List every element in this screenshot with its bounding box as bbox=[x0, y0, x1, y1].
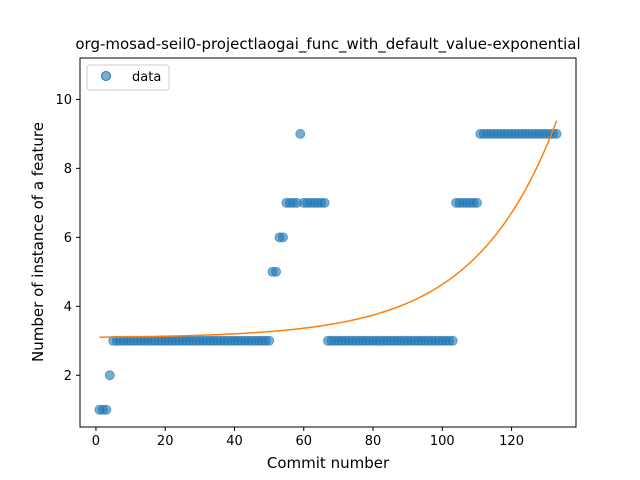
data-point bbox=[471, 197, 482, 208]
y-tick-label: 6 bbox=[64, 231, 72, 246]
y-tick-label: 8 bbox=[64, 162, 72, 177]
x-tick-label: 120 bbox=[499, 434, 524, 449]
x-axis-label: Commit number bbox=[267, 454, 390, 472]
y-tick-label: 4 bbox=[64, 300, 72, 315]
x-tick-label: 60 bbox=[295, 434, 312, 449]
fit-curve bbox=[99, 120, 558, 338]
x-axis-ticks: 0 20 40 60 80 100 120 bbox=[92, 427, 524, 449]
data-point bbox=[104, 370, 115, 381]
x-tick-label: 100 bbox=[430, 434, 455, 449]
x-tick-label: 0 bbox=[92, 434, 100, 449]
legend-marker-data bbox=[101, 71, 111, 81]
data-point bbox=[295, 128, 306, 139]
fit-line bbox=[99, 120, 558, 338]
data-point bbox=[447, 335, 458, 346]
y-axis-label: Number of instance of a feature bbox=[29, 122, 47, 362]
x-tick-label: 80 bbox=[365, 434, 382, 449]
data-point bbox=[264, 335, 275, 346]
data-point bbox=[277, 232, 288, 243]
y-tick-label: 2 bbox=[64, 369, 72, 384]
y-axis-ticks: 2 4 6 8 10 bbox=[55, 93, 80, 384]
x-tick-label: 40 bbox=[226, 434, 243, 449]
data-point bbox=[101, 404, 112, 415]
data-point bbox=[319, 197, 330, 208]
legend: data bbox=[86, 64, 170, 91]
chart-title: org-mosad-seil0-projectlaogai_func_with_… bbox=[75, 35, 580, 54]
y-tick-label: 10 bbox=[55, 93, 72, 108]
data-points bbox=[94, 128, 562, 415]
x-tick-label: 20 bbox=[157, 434, 174, 449]
data-point bbox=[271, 266, 282, 277]
legend-label-data: data bbox=[132, 70, 161, 85]
plot-frame bbox=[79, 57, 577, 428]
